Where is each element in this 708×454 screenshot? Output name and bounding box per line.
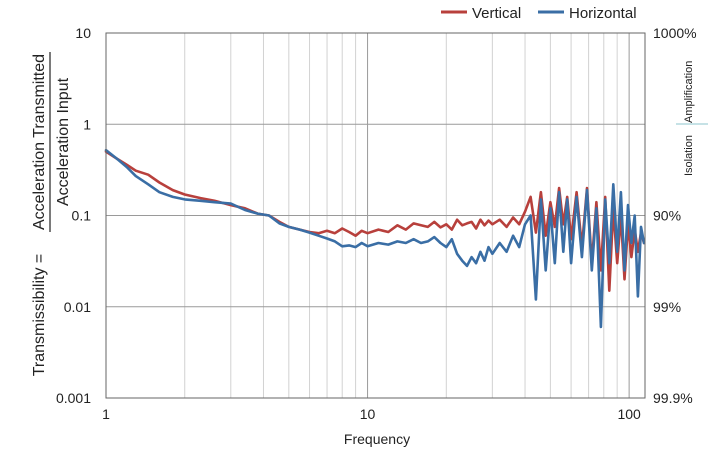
ticks: 1 10 100 10 1 0.1 0.01 0.001 1000% 90% 99% 99.9% [56, 25, 697, 422]
right-tick-label: 99.9% [653, 390, 693, 406]
series-line-vertical [104, 150, 646, 292]
legend-label-horizontal: Horizontal [569, 5, 637, 22]
x-axis-label: Frequency [344, 431, 410, 447]
y-axis-label: Transmissibility = Acceleration Transmit… [31, 52, 72, 376]
legend-label-vertical: Vertical [472, 5, 521, 22]
right-tick-label: 1000% [653, 25, 697, 41]
series-layer [104, 148, 646, 329]
y-tick-label: 0.001 [56, 390, 91, 406]
right-axis-label-isolation: Isolation [683, 135, 695, 176]
x-tick-label: 100 [617, 406, 641, 422]
y-tick-label: 0.1 [72, 208, 92, 224]
y-axis-label-numerator: Acceleration Transmitted [31, 54, 48, 230]
series-line-horizontal [104, 148, 646, 329]
right-tick-label: 90% [653, 208, 681, 224]
legend: Vertical Horizontal [441, 5, 637, 22]
x-tick-label: 1 [102, 406, 110, 422]
y-tick-label: 0.01 [64, 299, 91, 315]
x-tick-label: 10 [360, 406, 376, 422]
y-axis-label-prefix: Transmissibility = [31, 254, 48, 377]
right-axis-label-amplification: Amplification [683, 61, 695, 123]
plot-frame [105, 32, 646, 399]
right-tick-label: 99% [653, 299, 681, 315]
y-axis-label-denominator: Acceleration Input [55, 77, 72, 206]
right-axis-label: Isolation Amplification [676, 61, 708, 176]
y-tick-label: 10 [75, 25, 91, 41]
y-tick-label: 1 [83, 116, 91, 132]
